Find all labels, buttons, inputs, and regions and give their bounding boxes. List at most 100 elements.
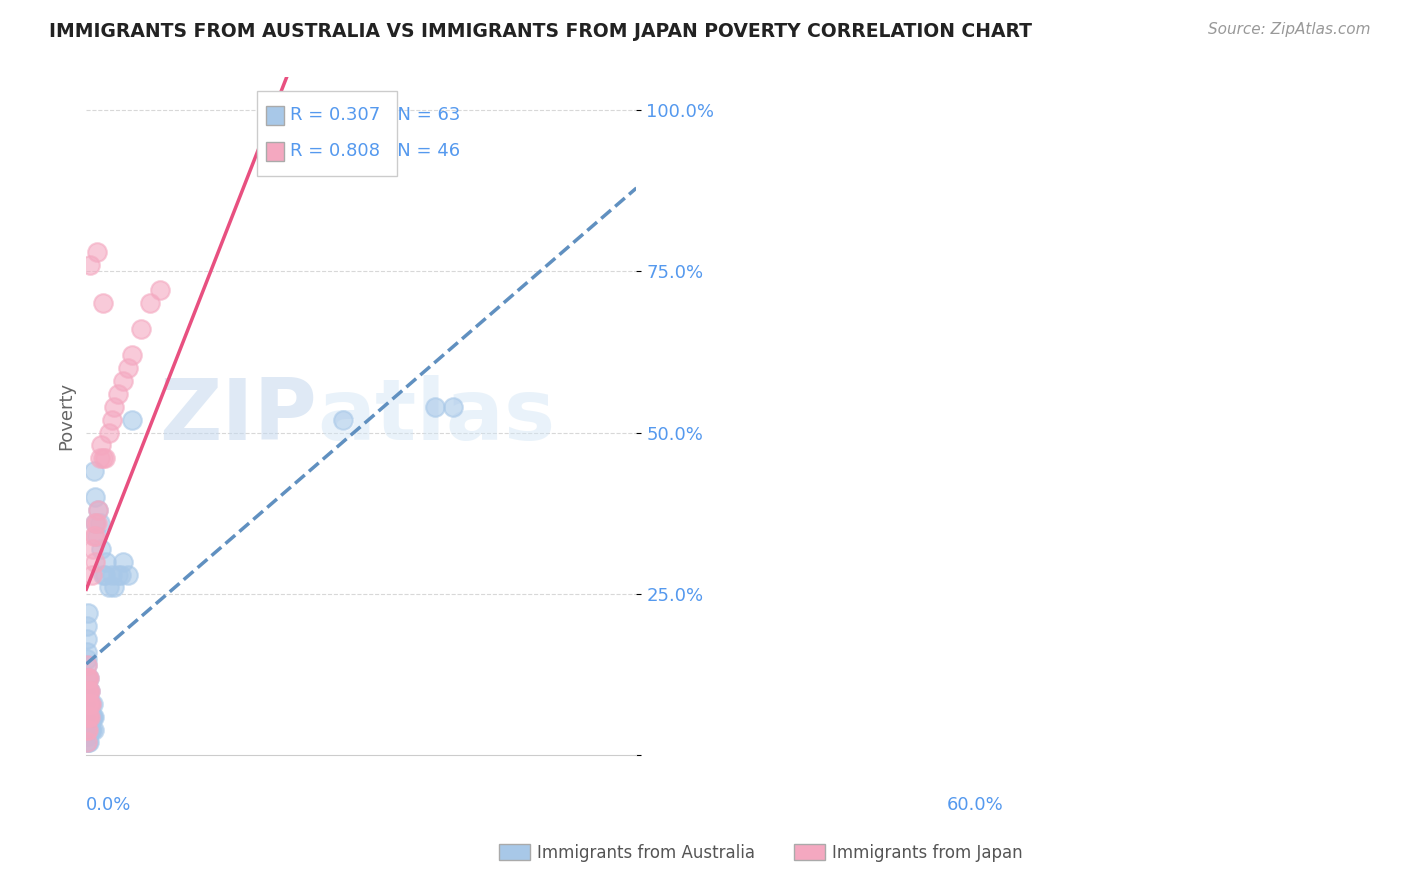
Point [77, 683, 100, 698]
Point [76, 671, 98, 685]
Point [77, 723, 100, 737]
Point [79, 683, 101, 698]
Point [77, 671, 100, 685]
Point [80, 709, 103, 723]
Point [131, 322, 153, 336]
Text: Immigrants from Japan: Immigrants from Japan [832, 844, 1024, 862]
Point [77, 683, 100, 698]
Point [103, 581, 125, 595]
Point [89, 451, 111, 466]
Point [80, 567, 103, 582]
Point [76, 709, 98, 723]
Point [139, 296, 162, 310]
Point [79, 683, 101, 698]
Point [77, 697, 100, 711]
Point [77, 683, 100, 698]
Point [117, 567, 139, 582]
Point [117, 361, 139, 376]
Point [84, 529, 107, 543]
Point [79, 258, 101, 272]
Point [149, 284, 172, 298]
Point [111, 555, 134, 569]
Point [77, 709, 100, 723]
Point [76, 709, 98, 723]
Point [76, 723, 98, 737]
Point [101, 412, 124, 426]
Point [84, 516, 107, 530]
Point [121, 412, 143, 426]
Point [77, 607, 100, 621]
FancyBboxPatch shape [266, 106, 284, 125]
FancyBboxPatch shape [266, 142, 284, 161]
Point [76, 657, 98, 672]
Point [76, 735, 98, 749]
Point [101, 567, 124, 582]
Point [340, 128, 363, 143]
Point [93, 567, 115, 582]
Point [79, 697, 101, 711]
Point [76, 697, 98, 711]
Point [94, 555, 117, 569]
Text: Source: ZipAtlas.com: Source: ZipAtlas.com [1208, 22, 1371, 37]
Point [76, 716, 98, 731]
Point [98, 425, 121, 440]
Point [77, 709, 100, 723]
Point [76, 651, 98, 665]
Point [103, 400, 125, 414]
Point [76, 683, 98, 698]
Point [79, 709, 101, 723]
Point [77, 735, 100, 749]
Point [87, 503, 110, 517]
Point [76, 657, 98, 672]
Point [90, 438, 112, 452]
Point [80, 697, 103, 711]
Point [107, 386, 129, 401]
Point [82, 709, 104, 723]
Text: IMMIGRANTS FROM AUSTRALIA VS IMMIGRANTS FROM JAPAN POVERTY CORRELATION CHART: IMMIGRANTS FROM AUSTRALIA VS IMMIGRANTS … [49, 22, 1032, 41]
Point [441, 400, 464, 414]
Point [79, 697, 101, 711]
Point [110, 567, 132, 582]
Point [98, 581, 121, 595]
Point [77, 697, 100, 711]
Point [79, 709, 101, 723]
Point [83, 709, 105, 723]
Point [76, 671, 98, 685]
Text: Immigrants from Australia: Immigrants from Australia [537, 844, 755, 862]
Text: R = 0.307   N = 63: R = 0.307 N = 63 [290, 106, 460, 124]
Point [80, 723, 103, 737]
Point [77, 697, 100, 711]
Point [76, 723, 98, 737]
Text: atlas: atlas [318, 375, 555, 458]
Point [83, 464, 105, 478]
Point [76, 703, 98, 717]
Point [91, 296, 114, 310]
Point [77, 709, 100, 723]
Point [79, 723, 101, 737]
Point [423, 400, 446, 414]
Text: 60.0%: 60.0% [946, 796, 1004, 814]
Point [111, 374, 134, 388]
Point [84, 555, 107, 569]
Point [77, 723, 100, 737]
Point [76, 729, 98, 743]
Point [77, 735, 100, 749]
Point [77, 683, 100, 698]
Point [91, 567, 114, 582]
Point [86, 529, 108, 543]
Point [89, 516, 111, 530]
Point [77, 671, 100, 685]
Point [76, 735, 98, 749]
Text: R = 0.808   N = 46: R = 0.808 N = 46 [290, 143, 460, 161]
Point [77, 709, 100, 723]
Point [91, 451, 114, 466]
Point [77, 723, 100, 737]
Point [83, 529, 105, 543]
Point [76, 683, 98, 698]
Y-axis label: Poverty: Poverty [58, 383, 75, 450]
Point [107, 567, 129, 582]
Point [121, 348, 143, 362]
FancyBboxPatch shape [257, 91, 396, 176]
Point [80, 697, 103, 711]
Point [76, 632, 98, 647]
